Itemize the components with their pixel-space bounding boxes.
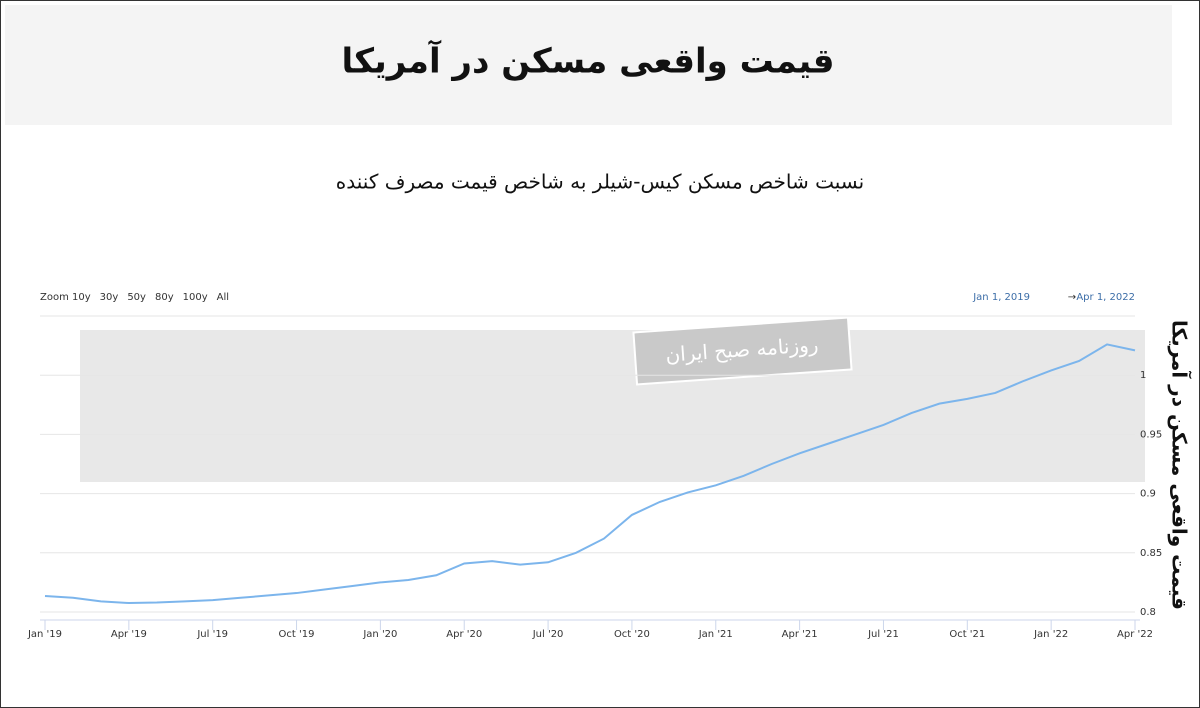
x-tick-label: Apr '19 bbox=[111, 629, 147, 640]
x-tick-label: Oct '21 bbox=[949, 629, 985, 640]
date-arrow: → bbox=[1068, 292, 1076, 303]
x-tick-label: Jul '20 bbox=[532, 629, 564, 640]
range-button[interactable]: 100y bbox=[183, 292, 208, 303]
range-button[interactable]: All bbox=[217, 292, 229, 303]
title-band bbox=[5, 5, 1172, 125]
range-button[interactable]: 50y bbox=[127, 292, 146, 303]
x-tick-label: Jan '22 bbox=[1033, 629, 1068, 640]
x-tick-label: Jan '21 bbox=[698, 629, 733, 640]
zoom-label: Zoom bbox=[40, 292, 69, 303]
y-tick-label: 0.8 bbox=[1140, 607, 1156, 618]
watermark-box bbox=[632, 316, 853, 386]
chart-subtitle: نسبت شاخص مسکن کیس-شیلر به شاخص قیمت مصر… bbox=[336, 170, 864, 194]
watermark-band bbox=[80, 330, 1145, 482]
x-tick-label: Apr '20 bbox=[446, 629, 482, 640]
y-tick-label: 0.85 bbox=[1140, 548, 1162, 559]
range-button[interactable]: 10y bbox=[72, 292, 91, 303]
x-tick-label: Jul '19 bbox=[196, 629, 228, 640]
x-tick-label: Oct '19 bbox=[279, 629, 315, 640]
range-button[interactable]: 30y bbox=[100, 292, 119, 303]
y-tick-label: 1 bbox=[1140, 370, 1146, 381]
line-series bbox=[44, 343, 1136, 605]
date-from: Jan 1, 2019 bbox=[972, 292, 1030, 303]
date-to: Apr 1, 2022 bbox=[1076, 292, 1135, 303]
x-tick-label: Jan '20 bbox=[362, 629, 397, 640]
x-tick-label: Jul '21 bbox=[867, 629, 899, 640]
chart-title: قیمت واقعی مسکن در آمریکا bbox=[341, 40, 834, 82]
range-button[interactable]: 80y bbox=[155, 292, 174, 303]
y-tick-label: 0.95 bbox=[1140, 429, 1162, 440]
x-tick-label: Oct '20 bbox=[614, 629, 650, 640]
y-axis-label: قیمت واقعی مسکن در آمریکا bbox=[1168, 320, 1193, 610]
y-tick-label: 0.9 bbox=[1140, 489, 1156, 500]
x-tick-label: Jan '19 bbox=[27, 629, 62, 640]
x-tick-label: Apr '22 bbox=[1117, 629, 1153, 640]
x-tick-label: Apr '21 bbox=[782, 629, 818, 640]
